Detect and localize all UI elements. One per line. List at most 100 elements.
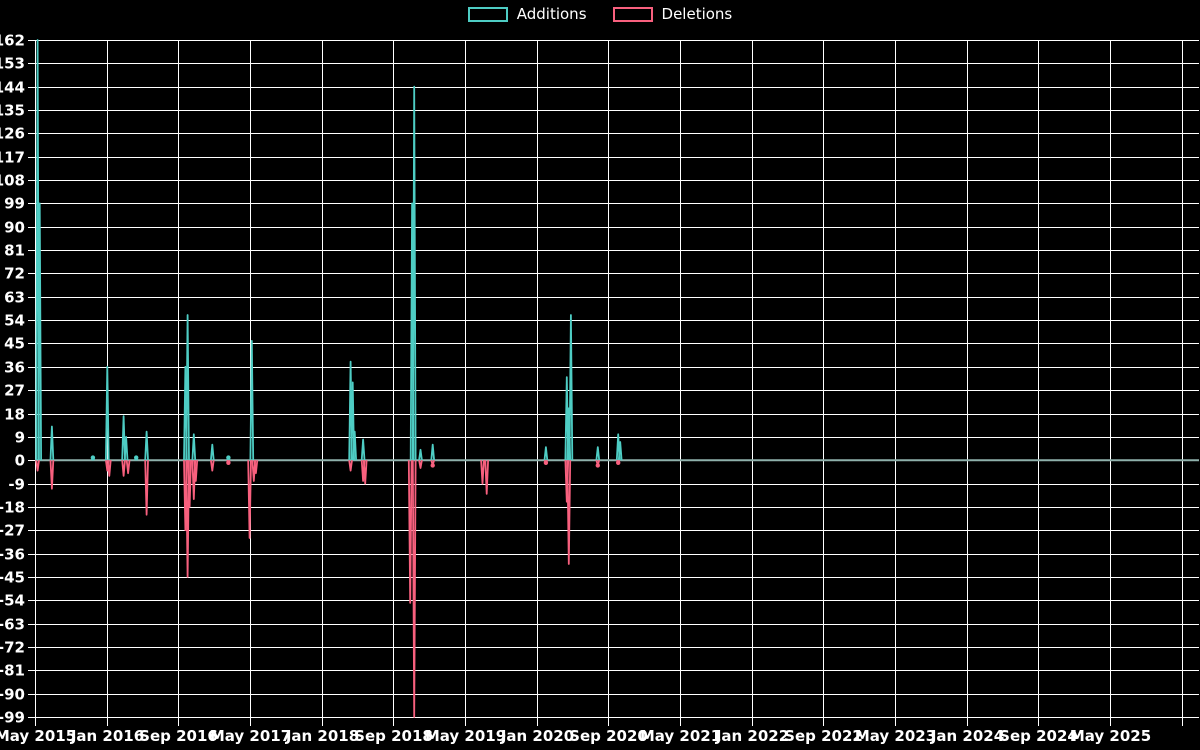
deletions-series-line (35, 459, 621, 718)
deletions-spike (35, 460, 40, 472)
additions-point-marker (134, 455, 139, 460)
additions-spike (543, 446, 549, 461)
y-tick-label: -90 (0, 686, 25, 704)
additions-spike (249, 340, 255, 461)
deletions-spike (193, 460, 199, 482)
deletions-spike (125, 460, 131, 475)
additions-spike (121, 415, 126, 461)
legend-item-deletions[interactable]: Deletions (612, 7, 732, 22)
deletions-spike (411, 460, 417, 718)
additions-spike (411, 85, 417, 461)
x-tick-label: Jan 2016 (70, 727, 144, 745)
y-tick-label: -99 (0, 709, 25, 727)
additions-spike (430, 443, 435, 461)
x-tick-label: May 2025 (1070, 727, 1151, 745)
deletions-spike (418, 460, 423, 469)
y-tick-label: -45 (0, 569, 25, 587)
deletions-point-marker (430, 463, 435, 468)
deletions-point-marker (595, 463, 600, 468)
additions-spike (595, 446, 601, 461)
y-tick-label: -9 (8, 476, 25, 494)
deletions-spike (407, 460, 413, 604)
additions-spike (144, 430, 149, 461)
additions-spike (191, 433, 197, 461)
y-tick-label: 90 (4, 219, 25, 237)
additions-series-line (35, 39, 623, 461)
y-tick-label: 18 (4, 406, 25, 424)
deletions-spike (566, 460, 572, 565)
additions-point-marker (90, 455, 96, 460)
y-tick-label: 81 (4, 242, 25, 260)
y-tick-label: 54 (4, 312, 25, 330)
additions-spike (185, 314, 190, 461)
series-group (35, 39, 1199, 718)
x-tick-label: May 2017 (210, 727, 291, 745)
y-tick-label: 27 (4, 382, 25, 400)
additions-spike (418, 448, 423, 461)
deletions-spike (107, 460, 112, 477)
y-tick-label: 108 (0, 172, 25, 190)
additions-spike (105, 365, 110, 461)
x-tick-label: Sep 2024 (999, 727, 1078, 745)
additions-spike (360, 438, 366, 461)
additions-spike (350, 381, 355, 461)
x-tick-label: Sep 2016 (139, 727, 218, 745)
deletions-swatch-icon (612, 7, 653, 22)
y-tick-label: 162 (0, 32, 25, 50)
additions-swatch-icon (467, 7, 508, 22)
deletions-spike (484, 460, 489, 495)
x-tick-label: Jan 2018 (285, 727, 359, 745)
chart-legend: Additions Deletions (0, 7, 1200, 22)
additions-spike (49, 425, 55, 461)
additions-point-marker (226, 455, 231, 460)
y-tick-label: 72 (4, 265, 25, 283)
y-tick-label: -72 (0, 639, 25, 657)
y-tick-label: 9 (15, 429, 25, 447)
x-tick-label: Sep 2018 (354, 727, 433, 745)
y-tick-label: 0 (15, 452, 25, 470)
y-tick-label: 63 (4, 289, 25, 307)
y-tick-label: -27 (0, 522, 25, 540)
axes (28, 40, 1199, 726)
y-tick-label: 36 (4, 359, 25, 377)
additions-spike (37, 202, 42, 461)
additions-spike (210, 443, 215, 461)
tick-labels: 1621531441351261171089990817263544536271… (0, 32, 1151, 746)
x-tick-label: May 2021 (640, 727, 721, 745)
additions-spike (617, 441, 623, 461)
deletions-spike (480, 460, 485, 485)
x-tick-label: May 2019 (425, 727, 506, 745)
legend-label-additions: Additions (516, 5, 587, 23)
deletions-spike (49, 460, 55, 490)
deletions-point-marker (226, 460, 231, 465)
deletions-spike (247, 460, 252, 539)
y-tick-label: -63 (0, 616, 25, 634)
y-tick-label: 144 (0, 79, 25, 97)
y-tick-label: 153 (0, 55, 25, 73)
legend-item-additions[interactable]: Additions (467, 5, 587, 23)
y-tick-label: -18 (0, 499, 25, 517)
y-tick-label: 117 (0, 149, 25, 167)
x-tick-label: Jan 2020 (500, 727, 574, 745)
deletions-spike (362, 460, 368, 485)
deletions-spike (210, 460, 215, 472)
deletions-spike (187, 460, 192, 508)
y-tick-label: -36 (0, 546, 25, 564)
deletions-point-marker (543, 460, 549, 465)
y-tick-label: 99 (4, 195, 25, 213)
deletions-spike (253, 460, 259, 475)
additions-spike (352, 430, 357, 461)
x-tick-label: Jan 2024 (930, 727, 1004, 745)
deletions-point-marker (616, 460, 621, 465)
deletions-spike (121, 460, 126, 477)
y-tick-label: 135 (0, 102, 25, 120)
gridlines (35, 40, 1199, 718)
y-tick-label: 126 (0, 125, 25, 143)
x-tick-label: Jan 2022 (715, 727, 789, 745)
x-tick-label: Sep 2022 (784, 727, 863, 745)
x-tick-label: May 2023 (855, 727, 936, 745)
deletions-spike (144, 460, 149, 516)
x-tick-label: Sep 2020 (569, 727, 648, 745)
